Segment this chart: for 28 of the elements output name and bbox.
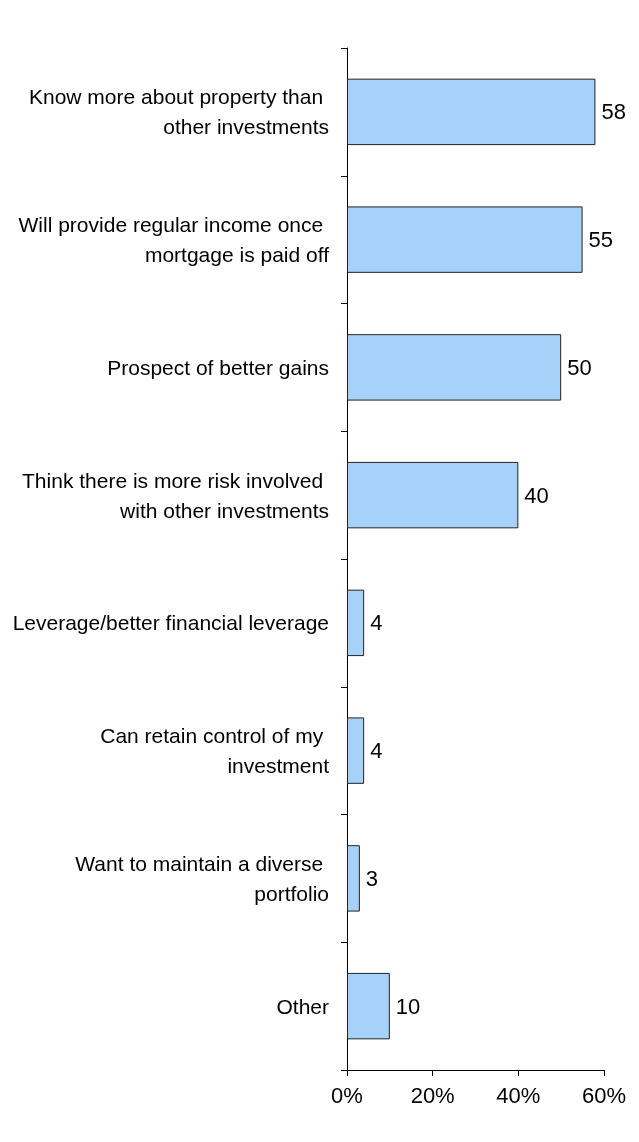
bar (347, 589, 365, 657)
data-label: 40 (524, 482, 549, 508)
y-tick-label: Know more about property than other investments (28, 85, 329, 139)
data-label: 4 (370, 738, 383, 764)
data-label: 10 (395, 993, 421, 1019)
data-label: 3 (365, 865, 379, 891)
x-tick-label: 40% (496, 1082, 541, 1108)
bar (347, 461, 519, 529)
y-tick-label: Prospect of better gains (107, 355, 329, 379)
y-tick-label: Can retain control of my investment (100, 724, 330, 778)
data-label: 4 (370, 610, 383, 636)
y-tick-label: Will provide regular income once mortgage is paid off (18, 213, 330, 267)
bar (347, 78, 596, 146)
y-tick-label: Other (276, 994, 329, 1018)
y-tick-label: Want to maintain a diverse portfolio (75, 851, 329, 905)
bar (347, 717, 365, 784)
bar (347, 972, 390, 1040)
data-label: 58 (601, 99, 626, 125)
x-tick-label: 0% (331, 1082, 363, 1108)
bar (347, 206, 583, 273)
y-tick-label: Think there is more risk involved with other investments (22, 468, 329, 522)
bar (347, 845, 360, 912)
bar (347, 334, 562, 401)
x-tick-label: 20% (410, 1082, 455, 1108)
y-tick-label: Leverage/better financial leverage (12, 611, 329, 635)
data-label: 55 (588, 227, 614, 253)
x-tick-label: 60% (581, 1082, 627, 1108)
data-label: 50 (567, 354, 592, 380)
